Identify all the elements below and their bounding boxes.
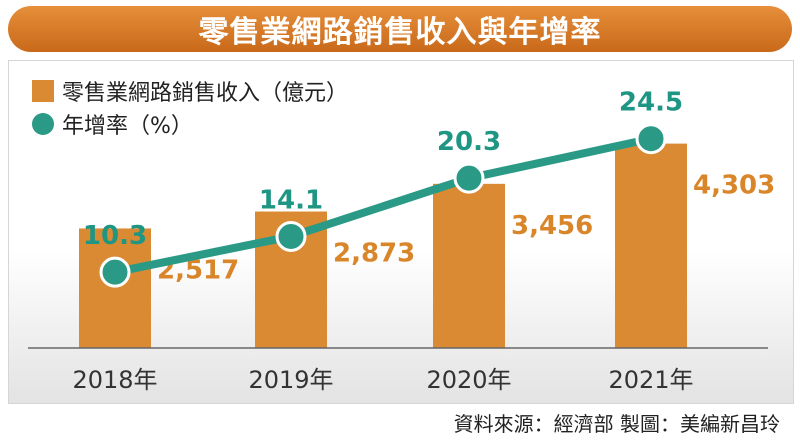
x-tick-label: 2019年	[248, 366, 333, 394]
chart-title: 零售業網路銷售收入與年增率	[8, 6, 792, 52]
legend-line-label: 年增率（%）	[62, 114, 193, 139]
bar	[433, 183, 505, 348]
x-tick-label: 2020年	[426, 366, 511, 394]
growth-rate-label: 14.1	[259, 185, 323, 215]
growth-point	[635, 123, 667, 155]
bar-value-label: 2,873	[333, 239, 415, 269]
legend-line-marker	[32, 113, 54, 135]
legend-bar-label: 零售業網路銷售收入（億元）	[62, 81, 348, 106]
legend-bar-swatch	[32, 80, 54, 102]
bar-value-label: 4,303	[693, 171, 775, 201]
growth-point	[453, 162, 485, 194]
growth-point	[275, 220, 307, 252]
bar	[615, 143, 687, 348]
growth-rate-label: 10.3	[83, 221, 147, 251]
growth-rate-label: 24.5	[619, 88, 683, 118]
growth-point	[99, 256, 131, 288]
bar	[79, 228, 151, 348]
source-credit: 資料來源：經濟部 製圖：美編新昌玲	[453, 412, 780, 436]
growth-rate-label: 20.3	[437, 127, 501, 157]
x-tick-label: 2018年	[72, 366, 157, 394]
growth-line	[111, 134, 655, 277]
bar-value-label: 3,456	[511, 211, 593, 241]
x-tick-label: 2021年	[608, 366, 693, 394]
